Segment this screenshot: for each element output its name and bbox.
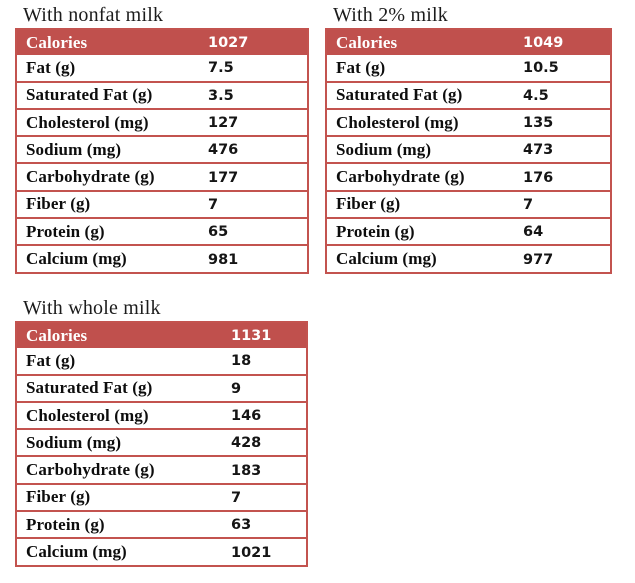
row-value: 7 <box>523 196 534 213</box>
row-value: 473 <box>523 142 554 159</box>
row-value: 3.5 <box>208 87 234 104</box>
table-row: Carbohydrate (g) 176 <box>327 162 610 190</box>
row-label: Fiber (g) <box>26 194 91 214</box>
table-row: Saturated Fat (g) 4.5 <box>327 80 610 108</box>
table-row: Sodium (mg) 428 <box>17 428 306 456</box>
table-row: Sodium (mg) 476 <box>17 135 307 163</box>
row-label: Fat (g) <box>336 57 386 77</box>
table-row: Cholesterol (mg) 135 <box>327 107 610 136</box>
table-title: With whole milk <box>23 297 161 319</box>
row-label: Sodium (mg) <box>26 139 122 159</box>
row-label: Carbohydrate (g) <box>26 460 155 480</box>
row-value: 146 <box>231 408 262 425</box>
row-value: 64 <box>523 224 544 241</box>
row-value: 981 <box>208 251 239 268</box>
header-row: Calories 1027 <box>17 30 307 56</box>
row-value: 476 <box>208 142 239 159</box>
row-value: 18 <box>231 353 252 370</box>
row-value: 10.5 <box>523 60 559 77</box>
whole-milk-table-block: With whole milk Calories 1131 Fat (g) 18 Sat… <box>15 297 308 567</box>
row-value: 177 <box>208 169 239 186</box>
row-label: Calories <box>26 32 88 52</box>
row-value: 63 <box>231 517 252 534</box>
row-value: 1049 <box>523 35 564 52</box>
row-value: 9 <box>231 380 242 397</box>
row-value: 7.5 <box>208 60 234 77</box>
row-value: 428 <box>231 435 262 452</box>
table-row: Protein (g) 63 <box>17 510 306 538</box>
row-label: Cholesterol (mg) <box>26 112 149 132</box>
header-row: Calories 1131 <box>17 323 306 349</box>
table-row: Carbohydrate (g) 183 <box>17 455 306 483</box>
two-percent-milk-table-block: With 2% milk Calories 1049 Fat (g) 10.5 Satu… <box>325 4 612 274</box>
row-label: Fiber (g) <box>336 194 401 214</box>
table-row: Fat (g) 10.5 <box>327 55 610 81</box>
row-label: Sodium (mg) <box>26 432 122 452</box>
row-value: 1027 <box>208 35 249 52</box>
table-row: Carbohydrate (g) 177 <box>17 162 307 190</box>
table-title: With nonfat milk <box>23 4 164 26</box>
row-label: Carbohydrate (g) <box>26 167 155 187</box>
row-label: Cholesterol (mg) <box>26 405 149 425</box>
table-row: Saturated Fat (g) 9 <box>17 373 306 401</box>
row-value: 65 <box>208 224 229 241</box>
row-label: Protein (g) <box>336 221 415 241</box>
table-row: Calcium (mg) 977 <box>327 244 610 272</box>
header-row: Calories 1049 <box>327 30 610 56</box>
row-label: Cholesterol (mg) <box>336 112 459 132</box>
row-label: Sodium (mg) <box>336 139 432 159</box>
table-row: Fiber (g) 7 <box>17 189 307 218</box>
row-value: 176 <box>523 169 554 186</box>
row-label: Saturated Fat (g) <box>26 378 153 398</box>
nonfat-milk-table-block: With nonfat milk Calories 1027 Fat (g) 7.5 S… <box>15 4 309 274</box>
table-title: With 2% milk <box>333 4 448 26</box>
row-label: Protein (g) <box>26 514 105 534</box>
row-label: Fiber (g) <box>26 487 91 507</box>
row-label: Calcium (mg) <box>336 249 437 269</box>
table-row: Cholesterol (mg) 146 <box>17 400 306 429</box>
row-label: Saturated Fat (g) <box>336 85 463 105</box>
row-label: Calories <box>26 325 88 345</box>
row-label: Calcium (mg) <box>26 542 127 562</box>
row-label: Fat (g) <box>26 350 76 370</box>
table-row: Fiber (g) 7 <box>327 189 610 218</box>
row-value: 7 <box>231 489 242 506</box>
table-row: Protein (g) 65 <box>17 217 307 245</box>
row-label: Carbohydrate (g) <box>336 167 465 187</box>
row-label: Saturated Fat (g) <box>26 85 153 105</box>
table-row: Calcium (mg) 1021 <box>17 537 306 565</box>
row-value: 1021 <box>231 544 272 561</box>
table-row: Protein (g) 64 <box>327 217 610 245</box>
table-row: Calcium (mg) 981 <box>17 244 307 272</box>
table-row: Sodium (mg) 473 <box>327 135 610 163</box>
row-label: Fat (g) <box>26 57 76 77</box>
table-row: Fat (g) 7.5 <box>17 55 307 81</box>
table-row: Fiber (g) 7 <box>17 482 306 511</box>
row-label: Calcium (mg) <box>26 249 127 269</box>
row-value: 7 <box>208 196 219 213</box>
nutrition-table: Calories 1049 Fat (g) 10.5 Saturated Fat (g)… <box>325 28 612 274</box>
nutrition-table: Calories 1131 Fat (g) 18 Saturated Fat (g) 9 C… <box>15 321 308 567</box>
nutrition-table: Calories 1027 Fat (g) 7.5 Saturated Fat (g) 3… <box>15 28 309 274</box>
row-value: 1131 <box>231 328 272 345</box>
row-label: Protein (g) <box>26 221 105 241</box>
row-value: 183 <box>231 462 262 479</box>
row-value: 127 <box>208 115 239 132</box>
row-value: 135 <box>523 115 554 132</box>
row-label: Calories <box>336 32 398 52</box>
table-row: Cholesterol (mg) 127 <box>17 107 307 136</box>
row-value: 4.5 <box>523 87 549 104</box>
table-row: Fat (g) 18 <box>17 348 306 374</box>
table-row: Saturated Fat (g) 3.5 <box>17 80 307 108</box>
row-value: 977 <box>523 251 554 268</box>
